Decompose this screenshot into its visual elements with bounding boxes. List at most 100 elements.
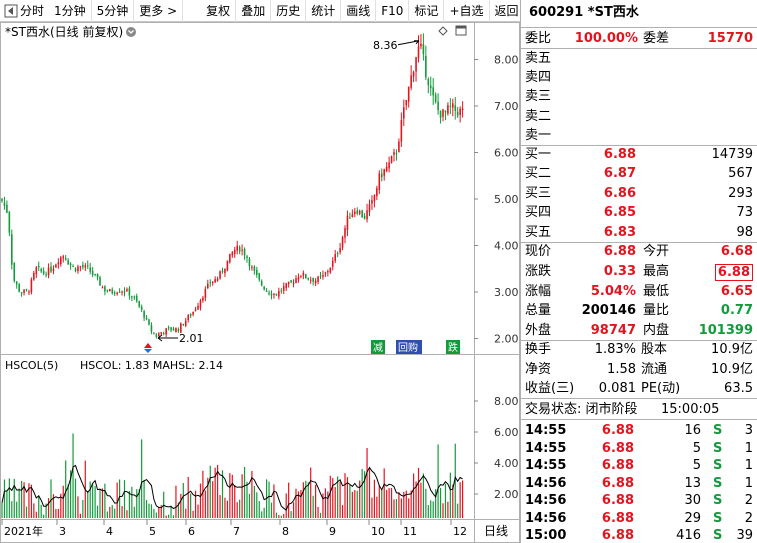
fin-value: 0.081 bbox=[598, 381, 636, 396]
candle-body bbox=[28, 291, 30, 293]
candle-body bbox=[425, 55, 427, 78]
divider bbox=[521, 419, 757, 420]
candle-body bbox=[138, 301, 140, 307]
tick-time: 14:56 bbox=[525, 475, 567, 491]
weibi-label: 委比 bbox=[525, 31, 552, 46]
stat-value: 6.68 bbox=[720, 244, 753, 259]
candle-body bbox=[302, 272, 305, 276]
tick-time: 15:00 bbox=[525, 528, 567, 543]
tab-5min[interactable]: 5分钟 bbox=[92, 0, 135, 22]
fin-value: 10.9亿 bbox=[711, 361, 753, 377]
indicator-bars bbox=[1, 433, 464, 518]
indicator-tick-label: 8.00 bbox=[494, 395, 519, 408]
bid-volume: 567 bbox=[728, 166, 753, 182]
candle-body bbox=[74, 268, 77, 271]
svg-text:减: 减 bbox=[373, 342, 383, 354]
event-badge[interactable]: 跌 bbox=[446, 340, 460, 354]
candle-body bbox=[96, 274, 99, 278]
tick-volume: 416 bbox=[676, 528, 701, 543]
button-fuquan[interactable]: 复权 bbox=[201, 0, 237, 22]
chart-title: *ST西水(日线 前复权) bbox=[5, 24, 123, 39]
svg-text:回购: 回购 bbox=[398, 341, 418, 354]
kline-chart[interactable]: *ST西水(日线 前复权) 8.00 7.00 6.00 5.00 4.00 3.00 2.0… bbox=[0, 22, 520, 543]
candle-body bbox=[442, 109, 444, 117]
divider bbox=[521, 398, 757, 399]
tick-time: 14:55 bbox=[525, 440, 567, 456]
candle-body bbox=[393, 151, 395, 155]
candle-body bbox=[412, 72, 415, 77]
indicator-tick-label: 6.00 bbox=[494, 426, 519, 439]
candle-body bbox=[145, 317, 148, 319]
svg-text:跌: 跌 bbox=[448, 341, 458, 354]
candle-body bbox=[295, 278, 297, 283]
candle-body bbox=[126, 289, 128, 292]
candle-body bbox=[153, 333, 155, 335]
chevron-down-icon[interactable] bbox=[126, 27, 136, 37]
stat-value: 6.65 bbox=[720, 283, 753, 299]
tick-time: 14:56 bbox=[525, 493, 567, 508]
event-badge[interactable]: 回购 bbox=[396, 340, 422, 354]
y-tick-label: 4.00 bbox=[494, 240, 519, 253]
candle-body bbox=[62, 256, 65, 259]
fin-label: PE(动) bbox=[641, 381, 681, 396]
diamond-icon[interactable] bbox=[438, 26, 448, 36]
tick-side: S bbox=[713, 475, 723, 491]
candle-body bbox=[292, 283, 295, 285]
stat-label: 内盘 bbox=[643, 323, 670, 339]
button-mark[interactable]: 标记 bbox=[409, 0, 445, 22]
button-stats[interactable]: 统计 bbox=[306, 0, 342, 22]
candle-body bbox=[47, 267, 50, 276]
sidebar-toggle-icon[interactable] bbox=[4, 4, 18, 18]
candle-body bbox=[104, 286, 106, 292]
candle-body bbox=[35, 267, 38, 275]
candle-body bbox=[202, 297, 204, 301]
candle-body bbox=[55, 264, 57, 268]
candle-body bbox=[219, 271, 221, 279]
candle-body bbox=[23, 289, 25, 293]
button-draw[interactable]: 画线 bbox=[341, 0, 377, 22]
button-add-watchlist[interactable]: +自选 bbox=[444, 0, 490, 22]
fin-label: 流通 bbox=[641, 361, 668, 377]
candle-body bbox=[162, 332, 165, 334]
button-overlay[interactable]: 叠加 bbox=[236, 0, 272, 22]
indicator-tick-label: 4.00 bbox=[494, 457, 519, 470]
tick-count: 1 bbox=[744, 440, 753, 456]
y-tick-label: 2.00 bbox=[494, 333, 519, 346]
candle-body bbox=[354, 211, 356, 214]
candle-body bbox=[231, 252, 234, 256]
candle-body bbox=[20, 292, 23, 294]
trade-status: 交易状态: 闭市阶段 bbox=[525, 402, 638, 417]
stat-label: 最低 bbox=[643, 283, 670, 299]
button-f10[interactable]: F10 bbox=[376, 0, 410, 22]
tick-count: 39 bbox=[736, 528, 753, 543]
candle-body bbox=[182, 324, 185, 326]
tab-1min[interactable]: 1分钟 bbox=[49, 0, 92, 22]
candle-body bbox=[233, 249, 236, 255]
high-label: 8.36 bbox=[373, 39, 398, 52]
candles bbox=[1, 33, 464, 339]
candle-body bbox=[42, 270, 45, 274]
candle-body bbox=[400, 120, 403, 142]
button-history[interactable]: 历史 bbox=[271, 0, 307, 22]
candle-body bbox=[89, 267, 91, 272]
candle-body bbox=[52, 268, 55, 271]
candle-body bbox=[135, 295, 138, 302]
candle-body bbox=[13, 262, 16, 281]
x-axis-label: 12 bbox=[453, 525, 467, 538]
candle-body bbox=[175, 328, 177, 333]
divider bbox=[521, 145, 757, 146]
candle-body bbox=[407, 86, 410, 102]
candle-body bbox=[346, 215, 349, 230]
candle-body bbox=[459, 108, 461, 116]
trade-time: 15:00:05 bbox=[661, 402, 720, 417]
tab-intraday[interactable]: 分时 bbox=[20, 3, 45, 18]
candle-body bbox=[253, 266, 256, 271]
stat-value: 6.88 bbox=[603, 244, 636, 259]
chart-panel: 分时 1分钟 5分钟 更多 > 复权 叠加 历史 统计 画线 F10 标记 +自… bbox=[0, 0, 520, 543]
button-back[interactable]: 返回 bbox=[494, 3, 519, 18]
y-tick-label: 7.00 bbox=[494, 100, 519, 113]
candle-body bbox=[260, 280, 263, 286]
tab-more[interactable]: 更多 > bbox=[134, 0, 184, 22]
candle-body bbox=[246, 256, 248, 258]
event-badge[interactable]: 减 bbox=[371, 340, 385, 354]
